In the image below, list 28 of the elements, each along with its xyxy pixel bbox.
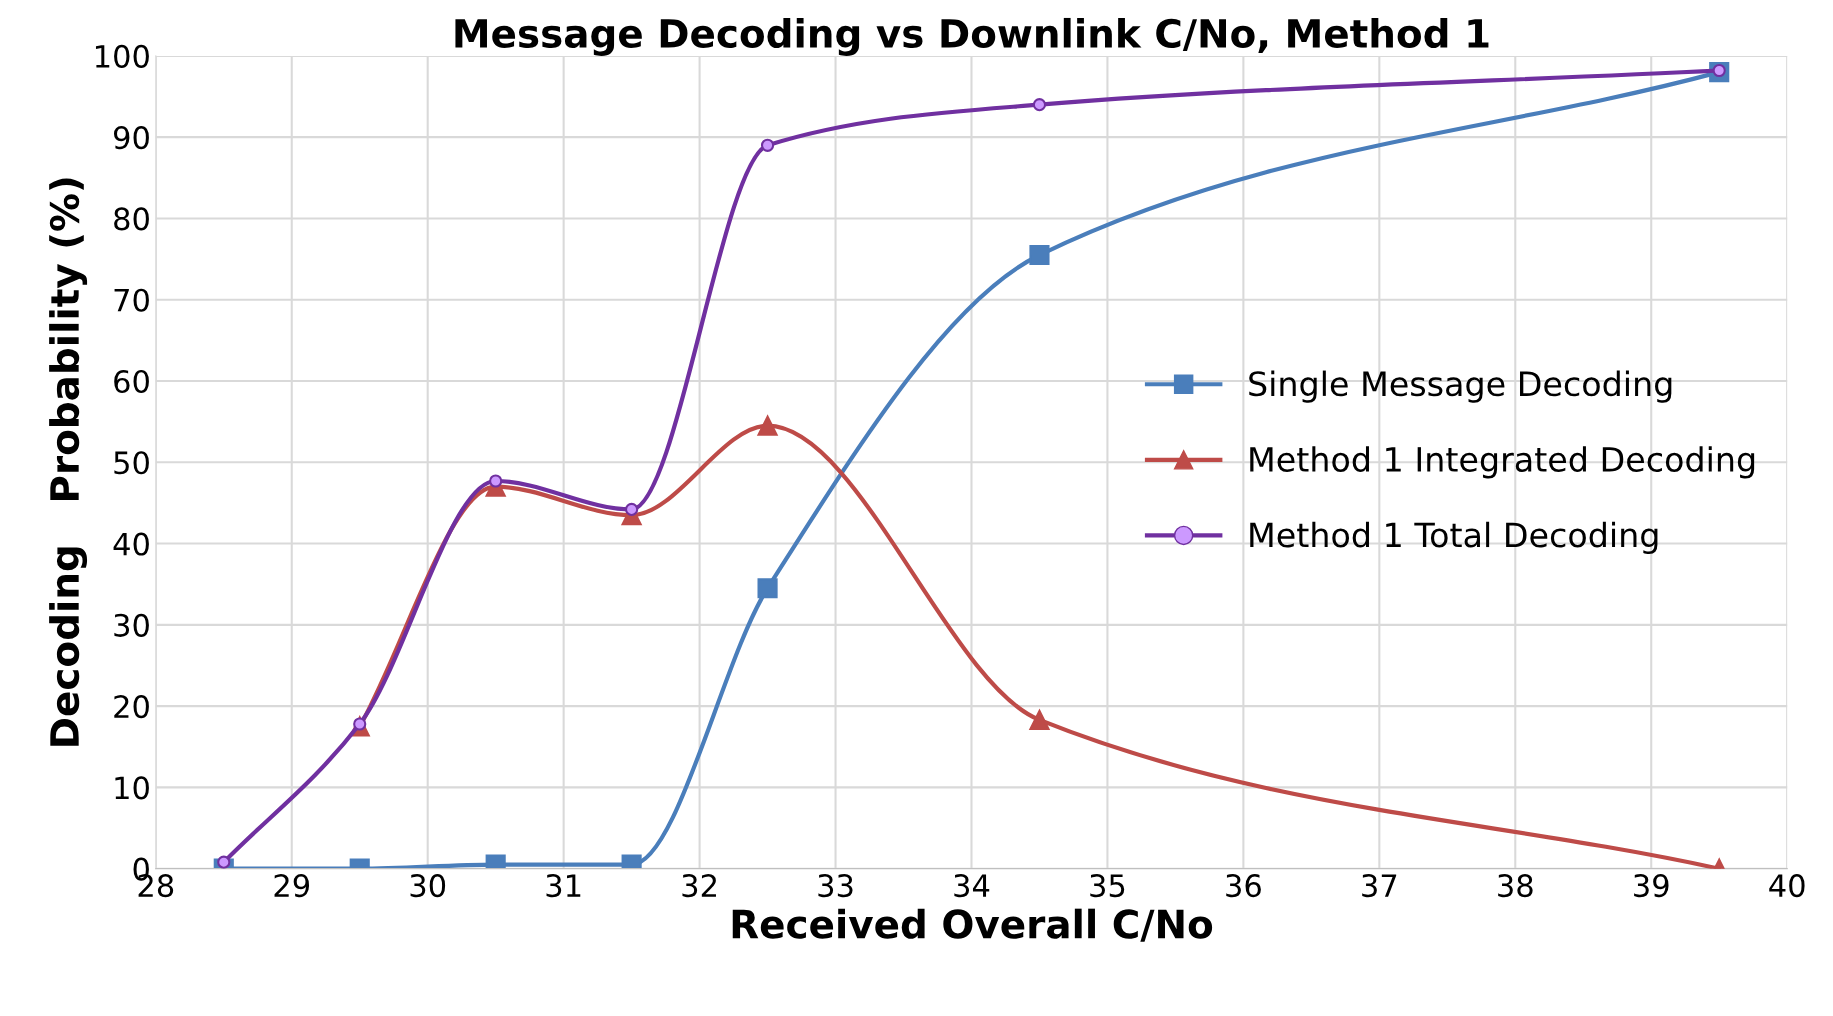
y-tick-label: 20 — [114, 695, 149, 719]
x-tick-label: 29 — [274, 874, 310, 898]
y-tick-label: 70 — [114, 288, 149, 312]
y-tick-label: 100 — [95, 44, 149, 68]
y-tick-label: 80 — [114, 207, 149, 231]
x-tick-label: 31 — [546, 874, 581, 898]
y-axis-title: Decoding Probability (%) — [49, 178, 88, 746]
y-tick-label: 10 — [115, 776, 149, 800]
x-tick-label: 39 — [1634, 874, 1669, 898]
x-tick-label: 34 — [954, 874, 990, 898]
x-tick-label: 33 — [818, 874, 853, 898]
chart-title: Message Decoding vs Downlink C/No, Method 1 — [455, 17, 1489, 56]
y-tick-label: 40 — [113, 532, 149, 556]
y-tick-label: 50 — [114, 451, 149, 475]
legend-label: Single Message Decoding — [1249, 370, 1672, 403]
y-tick-label: 90 — [113, 126, 149, 150]
legend-label: Method 1 Total Decoding — [1250, 521, 1658, 554]
x-tick-label: 37 — [1362, 874, 1397, 898]
x-tick-label: 30 — [410, 874, 446, 898]
x-tick-label: 35 — [1090, 874, 1125, 898]
x-axis-title: Received Overall C/No — [732, 908, 1213, 942]
y-tick-label: 60 — [114, 369, 149, 394]
legend-label: Method 1 Integrated Decoding — [1250, 446, 1755, 479]
x-tick-label: 36 — [1226, 874, 1261, 898]
x-tick-label: 40 — [1769, 874, 1805, 898]
x-tick-label: 32 — [682, 874, 716, 898]
x-tick-label: 38 — [1498, 874, 1533, 898]
y-tick-label: 30 — [114, 613, 149, 637]
